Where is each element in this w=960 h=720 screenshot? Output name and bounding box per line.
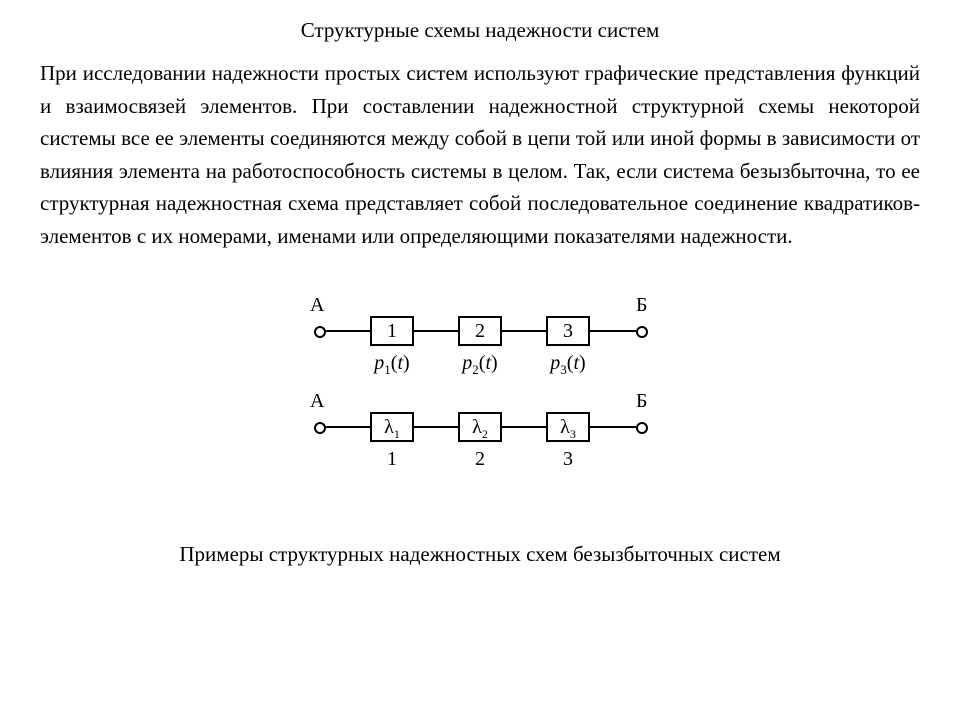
terminal-label-right-row2: Б bbox=[636, 390, 647, 413]
terminal-label-left-row1: А bbox=[310, 294, 324, 317]
element-box-row2-2: λ2 bbox=[458, 412, 502, 442]
element-box-row1-2: 2 bbox=[458, 316, 502, 346]
wire-row1-seg1 bbox=[414, 330, 458, 332]
terminal-label-left-row2: А bbox=[310, 390, 324, 413]
element-number-row2-2: 2 bbox=[458, 448, 502, 471]
element-under-label-row1-3: p3(t) bbox=[533, 352, 603, 378]
terminal-node-right-row2 bbox=[636, 422, 648, 434]
reliability-block-diagram: АБ123p1(t)p2(t)p3(t)АБλ1λ2λ3123 bbox=[290, 302, 670, 482]
wire-row2-seg0 bbox=[324, 426, 370, 428]
element-box-row2-1: λ1 bbox=[370, 412, 414, 442]
body-paragraph: При исследовании надежности простых сист… bbox=[40, 57, 920, 252]
element-under-label-row1-1: p1(t) bbox=[357, 352, 427, 378]
terminal-node-right-row1 bbox=[636, 326, 648, 338]
diagram-container: АБ123p1(t)p2(t)p3(t)АБλ1λ2λ3123 bbox=[40, 302, 920, 482]
page-title: Структурные схемы надежности систем bbox=[40, 18, 920, 43]
terminal-node-left-row1 bbox=[314, 326, 326, 338]
wire-row2-seg3 bbox=[590, 426, 636, 428]
terminal-node-left-row2 bbox=[314, 422, 326, 434]
wire-row1-seg2 bbox=[502, 330, 546, 332]
element-under-label-row1-2: p2(t) bbox=[445, 352, 515, 378]
element-number-row2-1: 1 bbox=[370, 448, 414, 471]
terminal-label-right-row1: Б bbox=[636, 294, 647, 317]
figure-caption: Примеры структурных надежностных схем бе… bbox=[40, 542, 920, 567]
wire-row2-seg2 bbox=[502, 426, 546, 428]
element-box-row2-3: λ3 bbox=[546, 412, 590, 442]
wire-row1-seg0 bbox=[324, 330, 370, 332]
element-box-row1-1: 1 bbox=[370, 316, 414, 346]
wire-row2-seg1 bbox=[414, 426, 458, 428]
element-number-row2-3: 3 bbox=[546, 448, 590, 471]
wire-row1-seg3 bbox=[590, 330, 636, 332]
element-box-row1-3: 3 bbox=[546, 316, 590, 346]
